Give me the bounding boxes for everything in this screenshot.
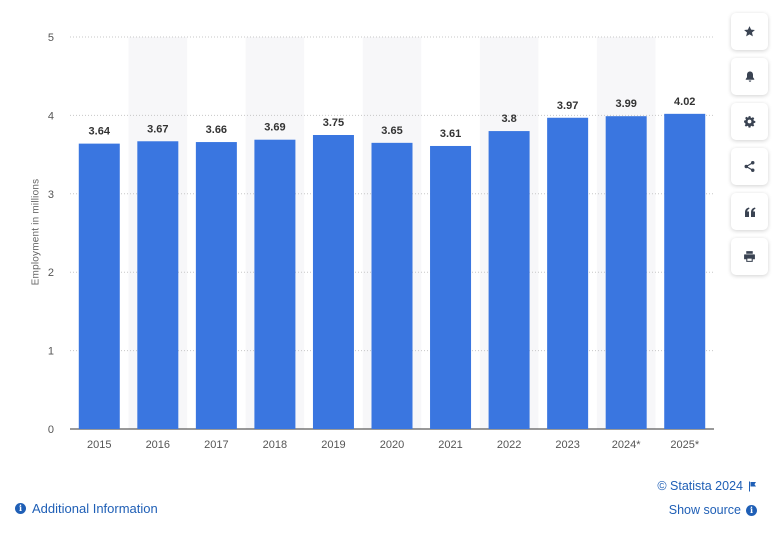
info-icon: i — [15, 503, 26, 514]
y-tick-label: 2 — [48, 267, 54, 279]
credit-label: © Statista 2024 — [657, 479, 743, 493]
data-label: 3.66 — [206, 124, 227, 136]
bar — [78, 143, 120, 429]
bar — [664, 113, 706, 429]
data-label: 3.99 — [615, 98, 636, 110]
notification-button[interactable] — [731, 58, 768, 95]
bar — [430, 145, 472, 429]
data-label: 4.02 — [674, 96, 695, 108]
favorite-button[interactable] — [731, 13, 768, 50]
share-icon — [744, 160, 755, 173]
bar — [547, 117, 589, 429]
x-tick-label: 2021 — [438, 439, 462, 451]
statista-credit-link[interactable]: © Statista 2024 — [657, 479, 757, 493]
bar — [137, 141, 179, 429]
settings-button[interactable] — [731, 103, 768, 140]
bar — [605, 116, 647, 430]
x-tick-label: 2023 — [555, 439, 579, 451]
x-tick-label: 2018 — [263, 439, 287, 451]
x-tick-label: 2020 — [380, 439, 404, 451]
additional-information-label: Additional Information — [32, 501, 158, 516]
info-icon: i — [746, 504, 757, 516]
data-label: 3.64 — [89, 126, 111, 138]
x-tick-label: 2015 — [87, 439, 111, 451]
y-axis-label: Employment in millions — [30, 178, 42, 286]
x-tick-label: 2017 — [204, 439, 228, 451]
y-tick-label: 3 — [48, 189, 54, 201]
data-label: 3.61 — [440, 128, 461, 140]
show-source-link[interactable]: Show source i — [669, 503, 757, 517]
data-label: 3.75 — [323, 117, 344, 129]
data-label: 3.97 — [557, 100, 578, 112]
x-tick-label: 2019 — [321, 439, 345, 451]
quote-icon — [744, 207, 755, 217]
bar — [312, 135, 354, 429]
x-tick-label: 2016 — [146, 439, 170, 451]
bar-chart: 0 1 2 3 4 5 3.64 2015 3.67 2016 3.66 2017 3.69 2018 3.… — [48, 32, 714, 451]
show-source-label: Show source — [668, 503, 741, 517]
cite-button[interactable] — [731, 193, 768, 230]
x-tick-label: 2024* — [612, 439, 641, 451]
bar — [371, 142, 413, 429]
data-label: 3.69 — [264, 122, 285, 134]
y-tick-label: 5 — [48, 32, 54, 44]
bar — [488, 131, 530, 429]
share-button[interactable] — [731, 148, 768, 185]
bell-icon — [745, 71, 754, 82]
x-tick-label: 2022 — [497, 439, 521, 451]
data-label: 3.8 — [501, 113, 516, 125]
y-tick-label: 0 — [48, 424, 54, 436]
y-tick-label: 4 — [48, 110, 54, 122]
chart-toolbar — [731, 13, 768, 283]
data-label: 3.65 — [381, 125, 402, 137]
gear-icon — [744, 116, 756, 128]
flag-icon — [749, 481, 756, 491]
star-icon — [744, 26, 755, 37]
bar — [254, 139, 296, 430]
x-tick-label: 2025* — [670, 439, 699, 451]
chart-area: 0 1 2 3 4 5 3.64 2015 3.67 2016 3.66 2017 3.69 2018 3.… — [30, 32, 714, 451]
y-tick-label: 1 — [48, 346, 54, 358]
additional-information-link[interactable]: i Additional Information — [15, 501, 158, 516]
printer-icon — [744, 251, 755, 262]
bar — [195, 142, 237, 429]
print-button[interactable] — [731, 238, 768, 275]
data-label: 3.67 — [147, 123, 168, 135]
